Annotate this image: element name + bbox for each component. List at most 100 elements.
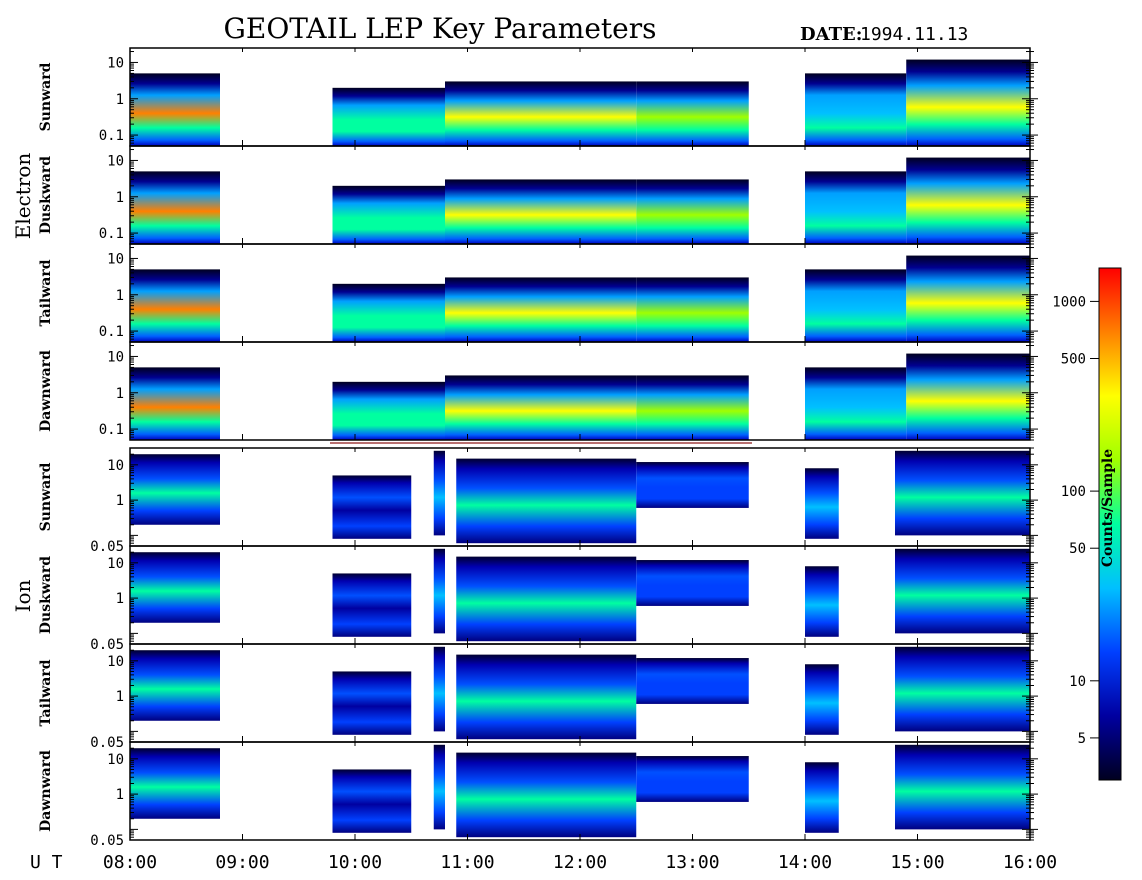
- x-tick-label: 11:00: [440, 852, 494, 873]
- chart-title: GEOTAIL LEP Key Parameters: [224, 12, 657, 45]
- y-tick-label: 1: [116, 92, 124, 108]
- y-tick-label: 1: [116, 689, 124, 705]
- group-label-ion: Ion: [11, 579, 35, 612]
- y-tick-label: 0.05: [90, 637, 124, 653]
- data-segment: [895, 744, 1030, 830]
- data-segment: [895, 450, 1030, 536]
- data-segment: [130, 367, 220, 440]
- data-segment: [906, 59, 1030, 147]
- colorbar-tick-label: 500: [1061, 352, 1086, 368]
- data-segment: [433, 744, 445, 830]
- data-segment: [636, 560, 749, 606]
- colorbar-tick-label: 100: [1061, 484, 1086, 500]
- panel-label: Sunward: [38, 462, 54, 531]
- data-segment: [456, 752, 637, 838]
- data-segment: [636, 277, 749, 342]
- data-segment: [433, 450, 445, 536]
- date-label: DATE:: [800, 24, 862, 45]
- colorbar-tick-label: 5: [1078, 731, 1086, 747]
- time-axis: 08:00 09:00 10:00 11:00 12:00 13:00 14:00 15:00…: [103, 852, 1057, 873]
- data-segment: [433, 646, 445, 732]
- y-tick-label: 0.1: [99, 128, 124, 144]
- data-segment: [445, 81, 637, 146]
- colorbar-tick-label: 50: [1069, 541, 1086, 557]
- x-tick-label: 12:00: [553, 852, 607, 873]
- panel-ion-sunward: 10 1 0.05 Sunward: [38, 447, 1038, 555]
- data-segment: [332, 283, 445, 342]
- panel-electron-duskward: 10 1 0.1 Duskward: [38, 145, 1038, 245]
- data-segment: [805, 566, 839, 637]
- y-tick-label: 0.1: [99, 324, 124, 340]
- colorbar-tick-label: 1000: [1052, 294, 1086, 310]
- panel-label: Duskward: [38, 156, 54, 234]
- y-tick-label: 0.05: [90, 833, 124, 849]
- y-tick-label: 10: [107, 153, 124, 169]
- data-segment: [130, 269, 220, 342]
- colorbar-gradient: [1098, 267, 1122, 781]
- panel-ion-duskward: 10 1 0.05 Duskward: [38, 545, 1038, 653]
- data-segment: [805, 171, 907, 244]
- data-segment: [332, 475, 412, 539]
- data-segment: [332, 185, 445, 244]
- data-segment: [456, 458, 637, 544]
- data-segment: [906, 255, 1030, 342]
- data-segment: [332, 381, 445, 440]
- data-segment: [636, 179, 749, 244]
- data-segment: [906, 353, 1030, 440]
- x-tick-label: 16:00: [1003, 852, 1057, 873]
- panels-group: 10 1 0.1 Sunward 10 1 0.1 Duskward 10 1 0.1 Tailwar…: [38, 47, 1038, 849]
- panel-electron-sunward: 10 1 0.1 Sunward: [38, 47, 1038, 147]
- data-segment: [130, 552, 220, 623]
- data-segment: [636, 462, 749, 508]
- data-segment: [636, 81, 749, 146]
- data-segment: [456, 556, 637, 642]
- y-tick-label: 0.05: [90, 539, 124, 555]
- data-segment: [130, 73, 220, 146]
- data-segment: [895, 548, 1030, 634]
- panel-label: Duskward: [38, 556, 54, 634]
- panel-label: Sunward: [38, 62, 54, 131]
- y-tick-label: 0.05: [90, 735, 124, 751]
- y-tick-label: 10: [107, 556, 124, 572]
- data-segment: [433, 548, 445, 634]
- data-segment: [456, 654, 637, 740]
- data-segment: [445, 277, 637, 342]
- panel-electron-dawnward: 10 1 0.1 Dawnward: [38, 341, 1038, 441]
- y-tick-label: 10: [107, 349, 124, 365]
- data-segment: [130, 454, 220, 525]
- time-axis-prefix: U T: [30, 852, 63, 873]
- x-tick-label: 10:00: [328, 852, 382, 873]
- data-segment: [906, 157, 1030, 244]
- data-segment: [130, 748, 220, 819]
- x-tick-label: 14:00: [778, 852, 832, 873]
- data-segment: [805, 269, 907, 342]
- y-tick-label: 0.1: [99, 226, 124, 242]
- y-tick-label: 1: [116, 288, 124, 304]
- y-tick-label: 0.1: [99, 422, 124, 438]
- x-tick-label: 08:00: [103, 852, 157, 873]
- data-segment: [332, 573, 412, 637]
- x-tick-label: 13:00: [665, 852, 719, 873]
- panel-ion-dawnward: 10 1 0.05 Dawnward: [38, 741, 1038, 849]
- data-segment: [332, 87, 445, 146]
- y-tick-label: 10: [107, 458, 124, 474]
- y-tick-label: 1: [116, 190, 124, 206]
- colorbar-tick-label: 10: [1069, 674, 1086, 690]
- data-segment: [636, 375, 749, 440]
- y-tick-label: 10: [107, 55, 124, 71]
- x-tick-label: 09:00: [215, 852, 269, 873]
- panel-label: Tailward: [38, 659, 54, 726]
- y-tick-label: 1: [116, 591, 124, 607]
- data-segment: [805, 73, 907, 146]
- colorbar: 1000 500 100 50 10 5: [1052, 267, 1122, 781]
- data-segment: [636, 756, 749, 802]
- data-segment: [332, 671, 412, 735]
- data-segment: [130, 650, 220, 721]
- y-tick-label: 1: [116, 386, 124, 402]
- panel-label: Dawnward: [38, 750, 54, 832]
- colorbar-label: Counts/Sample: [1100, 449, 1116, 567]
- y-tick-label: 10: [107, 654, 124, 670]
- data-segment: [445, 375, 637, 440]
- data-segment: [636, 658, 749, 704]
